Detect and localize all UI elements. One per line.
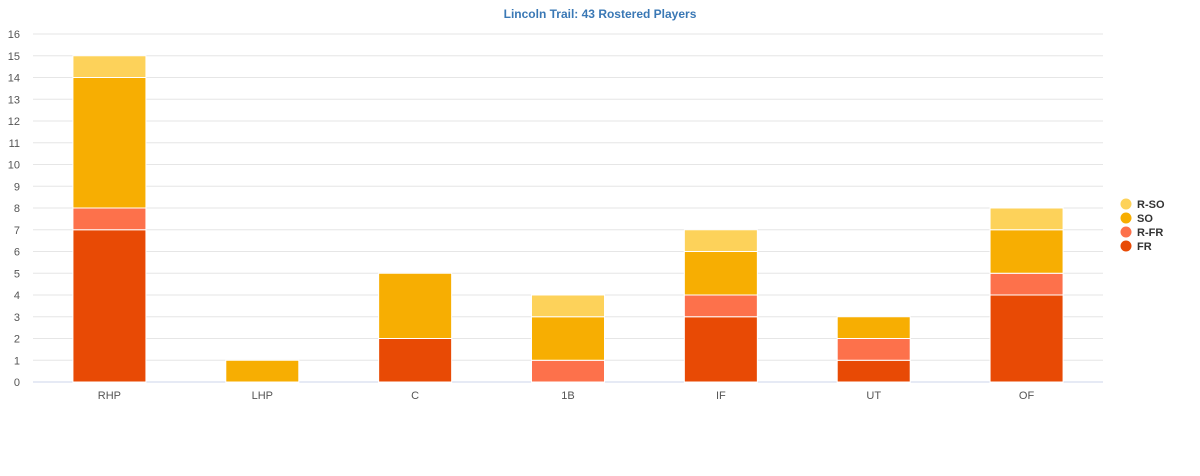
- x-tick-label: UT: [866, 390, 881, 402]
- bar-segment-so[interactable]: [72, 77, 147, 209]
- bar-segment-r-fr[interactable]: [989, 272, 1064, 296]
- bar-segment-so[interactable]: [225, 359, 300, 383]
- bar-segment-r-fr[interactable]: [531, 359, 605, 383]
- y-tick-label: 11: [9, 138, 20, 150]
- y-tick-label: 1: [14, 355, 20, 367]
- bar-segment-so[interactable]: [989, 229, 1064, 274]
- bar-segment-r-so[interactable]: [683, 229, 758, 252]
- x-tick-label: LHP: [252, 390, 273, 402]
- y-tick-label: 9: [14, 181, 20, 193]
- x-tick-label: C: [411, 390, 419, 402]
- bar-segment-r-so[interactable]: [531, 294, 605, 318]
- bar-segment-fr[interactable]: [683, 316, 758, 383]
- y-tick-label: 15: [8, 51, 20, 63]
- x-tick-label: OF: [1019, 390, 1035, 402]
- legend-label[interactable]: SO: [1137, 213, 1153, 225]
- bar-segment-fr[interactable]: [72, 229, 147, 383]
- y-tick-label: 13: [8, 94, 20, 106]
- bar-segment-r-fr[interactable]: [72, 207, 147, 231]
- legend-label[interactable]: FR: [1137, 241, 1152, 253]
- y-tick-label: 3: [14, 312, 20, 324]
- bar-segment-fr[interactable]: [989, 294, 1064, 383]
- legend-marker[interactable]: [1120, 226, 1132, 238]
- legend-label[interactable]: R-FR: [1137, 227, 1163, 239]
- bar-segment-fr[interactable]: [378, 338, 453, 383]
- bar-segment-so[interactable]: [683, 251, 758, 296]
- y-tick-label: 0: [14, 377, 20, 389]
- y-tick-label: 2: [14, 334, 20, 346]
- x-axis: RHP LHP C 1B IF UT OF: [98, 390, 1035, 402]
- legend-marker[interactable]: [1120, 198, 1132, 210]
- y-tick-label: 5: [14, 268, 20, 280]
- y-tick-label: 14: [8, 73, 20, 85]
- y-tick-label: 6: [14, 247, 20, 259]
- legend: R-SO SO R-FR FR: [1120, 198, 1165, 253]
- bar-segment-r-so[interactable]: [989, 207, 1064, 231]
- y-tick-label: 7: [14, 225, 20, 237]
- y-tick-label: 4: [14, 290, 20, 302]
- bar-segment-so[interactable]: [378, 272, 453, 339]
- x-tick-label: IF: [716, 390, 726, 402]
- y-tick-label: 16: [8, 29, 20, 41]
- bar-segment-r-fr[interactable]: [683, 294, 758, 318]
- grid-lines: [33, 33, 1103, 383]
- y-tick-label: 12: [8, 116, 20, 128]
- bar-segment-r-fr[interactable]: [836, 338, 911, 361]
- chart-title: Lincoln Trail: 43 Rostered Players: [504, 7, 697, 21]
- bar-segment-r-so[interactable]: [72, 55, 147, 78]
- y-tick-label: 10: [8, 160, 20, 172]
- bar-segment-so[interactable]: [836, 316, 911, 339]
- legend-marker[interactable]: [1120, 212, 1132, 224]
- x-tick-label: RHP: [98, 390, 121, 402]
- bar-segment-fr[interactable]: [836, 359, 911, 383]
- y-tick-label: 8: [14, 203, 20, 215]
- bar-segment-so[interactable]: [531, 316, 605, 361]
- bars: [72, 55, 1064, 383]
- x-tick-label: 1B: [561, 390, 574, 402]
- legend-marker[interactable]: [1120, 240, 1132, 252]
- legend-label[interactable]: R-SO: [1137, 199, 1165, 211]
